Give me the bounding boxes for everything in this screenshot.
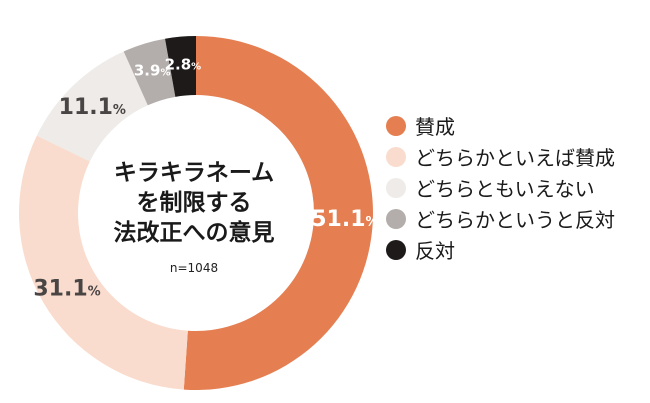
chart-title-line-2: を制限する (137, 190, 252, 216)
legend-label: どちらともいえない (415, 177, 595, 201)
sample-size-note: n=1048 (170, 261, 218, 275)
legend-item-somewhat-agree: どちらかといえば賛成 (386, 141, 615, 172)
slice-label-somewhat-agree: 31.1% (33, 277, 100, 302)
legend-item-agree: 賛成 (386, 110, 615, 141)
chart-title-line-3: 法改正への意見 (114, 219, 275, 246)
legend-swatch (386, 146, 406, 167)
slice-label-somewhat-oppose: 3.9% (134, 62, 171, 80)
donut-slice-agree (183, 36, 374, 390)
legend-item-oppose: 反対 (386, 234, 615, 265)
legend-item-somewhat-oppose: どちらかというと反対 (386, 203, 615, 234)
donut-slice-somewhat-agree (18, 135, 188, 390)
legend-swatch (386, 177, 406, 198)
slice-label-oppose: 2.8% (165, 56, 202, 74)
legend-swatch (386, 208, 406, 229)
donut-slice-oppose (165, 36, 196, 97)
legend-label: 反対 (415, 239, 455, 263)
slice-labels: 51.1% 31.1% 11.1% 3.9%2.8% (33, 56, 378, 302)
legend-label: 賛成 (415, 115, 455, 139)
chart-legend: 賛成 どちらかといえば賛成 どちらともいえない どちらかというと反対 反対 (386, 110, 615, 265)
donut-slice-somewhat-oppose (123, 38, 176, 106)
donut-slice-neutral (36, 51, 148, 162)
legend-label: どちらかというと反対 (415, 208, 615, 232)
chart-center-title: キラキラネーム を制限する 法改正への意見 n=1048 (114, 160, 275, 275)
slice-label-neutral: 11.1% (59, 95, 126, 120)
legend-item-neutral: どちらともいえない (386, 172, 615, 203)
donut-slices (18, 36, 374, 390)
legend-label: どちらかといえば賛成 (415, 146, 615, 170)
legend-swatch (386, 115, 406, 136)
chart-title-line-1: キラキラネーム (114, 160, 274, 186)
slice-label-agree: 51.1% (311, 207, 378, 232)
legend-swatch (386, 239, 406, 260)
